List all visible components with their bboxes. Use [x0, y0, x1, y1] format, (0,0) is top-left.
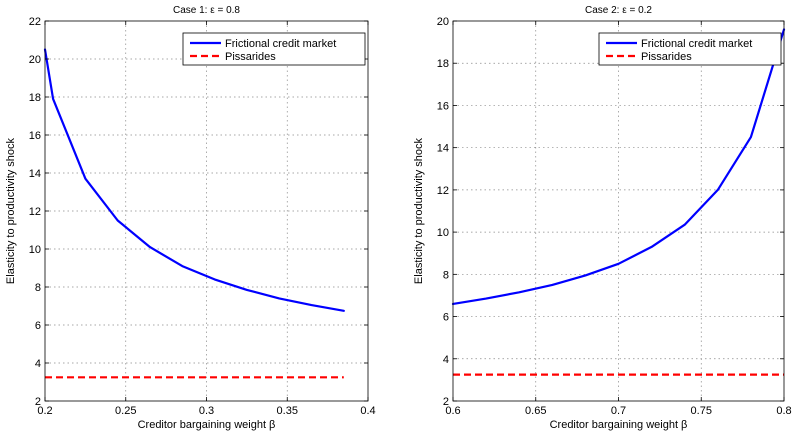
y-tick-label: 18	[437, 58, 449, 70]
legend-box	[182, 32, 366, 66]
y-tick-label: 2	[443, 396, 449, 408]
x-tick-label: 0.4	[360, 405, 375, 417]
chart-panel-case-2: Case 2: ε = 0.2 Creditor bargaining weig…	[413, 5, 792, 431]
x-axis-label: Creditor bargaining weight β	[138, 419, 276, 431]
legend-label: Pissarides	[641, 51, 692, 63]
legend-label: Frictional credit market	[641, 38, 752, 50]
y-tick-label: 20	[437, 16, 449, 28]
y-tick-label: 12	[29, 206, 41, 218]
legend-label: Frictional credit market	[225, 38, 336, 50]
x-tick-label: 0.2	[37, 405, 52, 417]
series-line-frictional-credit-market	[451, 28, 786, 305]
y-tick-label: 14	[29, 168, 41, 180]
x-tick-label: 0.65	[525, 405, 546, 417]
x-tick-label: 0.25	[115, 405, 136, 417]
y-tick-label: 8	[35, 282, 41, 294]
y-tick-label: 10	[29, 244, 41, 256]
y-tick-label: 16	[437, 100, 449, 112]
x-tick-label: 0.35	[277, 405, 298, 417]
y-tick-label: 8	[443, 269, 449, 281]
y-tick-label: 16	[29, 130, 41, 142]
legend-label: Pissarides	[225, 51, 276, 63]
y-tick-label: 10	[437, 227, 449, 239]
legend-box	[598, 32, 782, 66]
y-tick-label: 4	[35, 358, 41, 370]
x-tick-label: 0.7	[611, 405, 626, 417]
x-tick-label: 0.3	[199, 405, 214, 417]
series-line-frictional-credit-market	[43, 48, 345, 312]
y-tick-label: 6	[35, 320, 41, 332]
y-tick-label: 6	[443, 312, 449, 324]
y-tick-label: 2	[35, 396, 41, 408]
x-tick-label: 0.6	[445, 405, 460, 417]
x-tick-label: 0.8	[776, 405, 791, 417]
y-tick-label: 4	[443, 354, 449, 366]
y-tick-label: 14	[437, 143, 449, 155]
x-axis-label: Creditor bargaining weight β	[550, 419, 688, 431]
y-tick-label: 12	[437, 185, 449, 197]
y-axis-label: Elasticity to productivity shock	[5, 137, 17, 284]
x-tick-label: 0.75	[691, 405, 712, 417]
chart-title: Case 2: ε = 0.2	[585, 5, 652, 16]
y-tick-label: 20	[29, 54, 41, 66]
y-tick-label: 22	[29, 16, 41, 28]
chart-panel-case-1: Case 1: ε = 0.8 Creditor bargaining weig…	[5, 5, 376, 431]
y-axis-label: Elasticity to productivity shock	[413, 137, 425, 284]
y-tick-label: 18	[29, 92, 41, 104]
chart-title: Case 1: ε = 0.8	[173, 5, 240, 16]
